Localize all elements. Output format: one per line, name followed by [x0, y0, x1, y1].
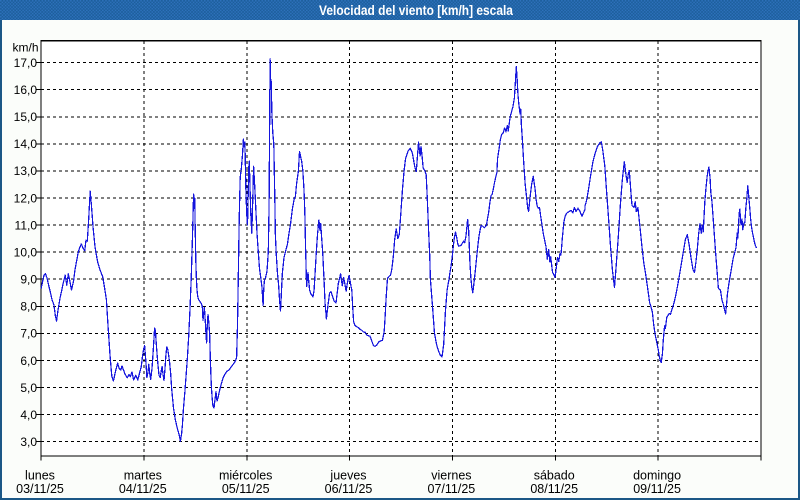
svg-text:07/11/25: 07/11/25 [428, 482, 476, 496]
svg-text:jueves: jueves [329, 469, 366, 483]
svg-text:12,0: 12,0 [14, 191, 38, 205]
svg-text:09/11/25: 09/11/25 [633, 482, 681, 496]
svg-text:13,0: 13,0 [14, 164, 38, 178]
svg-text:9,0: 9,0 [20, 273, 37, 287]
svg-text:5,0: 5,0 [20, 381, 37, 395]
svg-text:4,0: 4,0 [20, 408, 37, 422]
svg-text:martes: martes [124, 469, 162, 483]
svg-text:10,0: 10,0 [14, 246, 38, 260]
svg-text:06/11/25: 06/11/25 [325, 482, 373, 496]
svg-text:6,0: 6,0 [20, 354, 37, 368]
svg-text:km/h: km/h [12, 41, 38, 55]
svg-text:7,0: 7,0 [20, 327, 37, 341]
svg-text:miércoles: miércoles [219, 469, 273, 483]
svg-text:15,0: 15,0 [14, 110, 38, 124]
svg-text:8,0: 8,0 [20, 300, 37, 314]
svg-text:11,0: 11,0 [15, 218, 38, 232]
svg-text:14,0: 14,0 [14, 137, 38, 151]
svg-text:04/11/25: 04/11/25 [119, 482, 167, 496]
svg-text:domingo: domingo [633, 469, 681, 483]
svg-text:lunes: lunes [25, 469, 55, 483]
svg-text:sábado: sábado [534, 469, 575, 483]
svg-text:17,0: 17,0 [14, 56, 38, 70]
svg-text:08/11/25: 08/11/25 [530, 482, 578, 496]
svg-text:05/11/25: 05/11/25 [222, 482, 270, 496]
svg-text:16,0: 16,0 [14, 83, 38, 97]
svg-text:viernes: viernes [431, 469, 471, 483]
svg-text:03/11/25: 03/11/25 [16, 482, 64, 496]
svg-text:3,0: 3,0 [20, 435, 37, 449]
